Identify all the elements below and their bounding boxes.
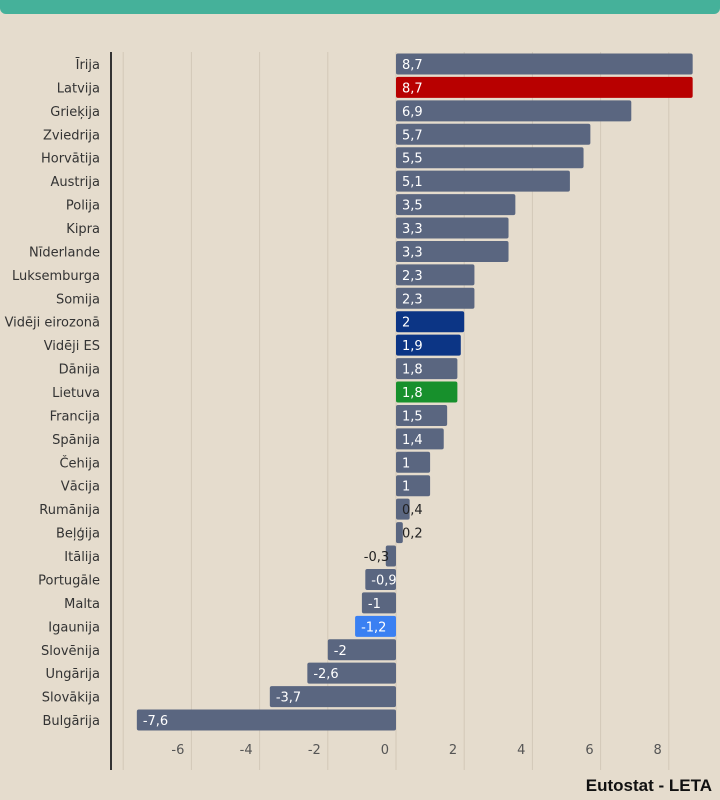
category-label: Polija: [66, 199, 100, 214]
source-label: Eutostat - LETA: [585, 776, 712, 795]
category-label: Zviedrija: [43, 128, 100, 143]
x-tick-label: 0: [381, 743, 389, 758]
bar: [396, 100, 632, 122]
value-label: 0,4: [402, 503, 423, 518]
category-label: Lietuva: [52, 386, 100, 401]
value-label: 2,3: [402, 292, 423, 307]
category-label: Nīderlande: [29, 245, 100, 260]
bar: [385, 545, 396, 567]
category-label: Malta: [64, 597, 100, 612]
value-label: 1,8: [402, 363, 423, 378]
bar: [396, 123, 591, 145]
category-label: Beļģija: [56, 527, 100, 542]
category-label: Īrija: [76, 58, 100, 73]
value-label: 8,7: [402, 81, 423, 96]
bar: [396, 194, 516, 216]
value-label: 6,9: [402, 105, 423, 120]
value-label: 1: [402, 456, 410, 471]
bar: [361, 592, 396, 614]
category-label: Grieķija: [50, 105, 100, 120]
bar: [327, 639, 396, 661]
bar: [396, 404, 448, 426]
bar: [396, 217, 509, 239]
bar: [396, 451, 431, 473]
value-label: 1: [402, 480, 410, 495]
value-label: 1,9: [402, 339, 423, 354]
bar: [396, 428, 444, 450]
category-label: Slovēnija: [41, 644, 100, 659]
category-label: Kipra: [66, 222, 100, 237]
value-label: 5,7: [402, 128, 423, 143]
category-label: Vācija: [61, 480, 100, 495]
bar: [396, 498, 410, 520]
bar: [396, 334, 461, 356]
value-label: 3,5: [402, 199, 423, 214]
bar: [396, 522, 403, 544]
value-label: -2: [334, 644, 347, 659]
bar: [396, 358, 458, 380]
bar: [365, 568, 396, 590]
bar: [396, 311, 465, 333]
value-label: 5,5: [402, 152, 423, 167]
category-label: Vidēji ES: [44, 339, 100, 354]
category-label: Francija: [50, 409, 100, 424]
value-label: -0,9: [371, 573, 396, 588]
category-label: Čehija: [59, 455, 100, 471]
category-label: Ungārija: [45, 667, 100, 682]
category-label: Igaunija: [48, 620, 100, 635]
value-label: -1: [368, 597, 381, 612]
bar: [396, 147, 584, 169]
value-label: -3,7: [276, 691, 301, 706]
value-label: 8,7: [402, 58, 423, 73]
value-label: -1,2: [361, 620, 386, 635]
x-tick-label: 2: [449, 743, 457, 758]
value-label: 3,3: [402, 222, 423, 237]
category-label: Horvātija: [41, 152, 100, 167]
bar: [307, 662, 396, 684]
category-label: Itālija: [64, 550, 100, 565]
bar: [396, 240, 509, 262]
category-label: Austrija: [50, 175, 100, 190]
value-label: 1,4: [402, 433, 423, 448]
bar: [396, 76, 693, 98]
value-label: 2,3: [402, 269, 423, 284]
value-label: 5,1: [402, 175, 423, 190]
category-label: Spānija: [52, 433, 100, 448]
bar: [136, 709, 396, 731]
x-tick-label: -4: [240, 743, 253, 758]
x-tick-label: 6: [585, 743, 593, 758]
category-label: Bulgārija: [42, 714, 100, 729]
value-label: 1,5: [402, 409, 423, 424]
bar: [396, 475, 431, 497]
bar: [396, 170, 570, 192]
bar: [396, 381, 458, 403]
x-tick-label: -6: [171, 743, 184, 758]
category-label: Somija: [56, 292, 100, 307]
category-label: Slovākija: [42, 691, 100, 706]
category-label: Luksemburga: [12, 269, 100, 284]
x-tick-label: 4: [517, 743, 525, 758]
value-label: 1,8: [402, 386, 423, 401]
category-label: Dānija: [59, 363, 100, 378]
bar: [396, 53, 693, 75]
value-label: 0,2: [402, 527, 423, 542]
value-label: -7,6: [143, 714, 168, 729]
category-label: Rumānija: [39, 503, 100, 518]
category-label: Latvija: [57, 81, 100, 96]
category-label: Vidēji eirozonā: [5, 316, 100, 331]
bar: [355, 615, 396, 637]
x-tick-label: -2: [308, 743, 321, 758]
category-label: Portugāle: [38, 573, 100, 588]
x-tick-label: 8: [654, 743, 662, 758]
bar: [396, 287, 475, 309]
value-label: -0,3: [364, 550, 389, 565]
bar: [269, 686, 396, 708]
value-label: 3,3: [402, 245, 423, 260]
header-bar: [0, 0, 720, 14]
value-label: -2,6: [313, 667, 338, 682]
value-label: 2: [402, 316, 410, 331]
bar: [396, 264, 475, 286]
